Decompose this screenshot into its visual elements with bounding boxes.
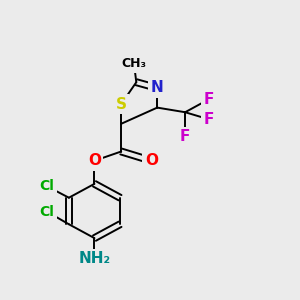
- Text: F: F: [180, 129, 190, 144]
- Text: Cl: Cl: [39, 205, 54, 219]
- Text: S: S: [116, 97, 127, 112]
- Text: CH₃: CH₃: [122, 57, 146, 70]
- Text: N: N: [151, 80, 164, 95]
- Text: Cl: Cl: [39, 179, 54, 193]
- Text: F: F: [203, 112, 214, 127]
- Text: O: O: [88, 153, 101, 168]
- Text: NH₂: NH₂: [78, 251, 110, 266]
- Text: O: O: [145, 153, 158, 168]
- Text: F: F: [203, 92, 214, 107]
